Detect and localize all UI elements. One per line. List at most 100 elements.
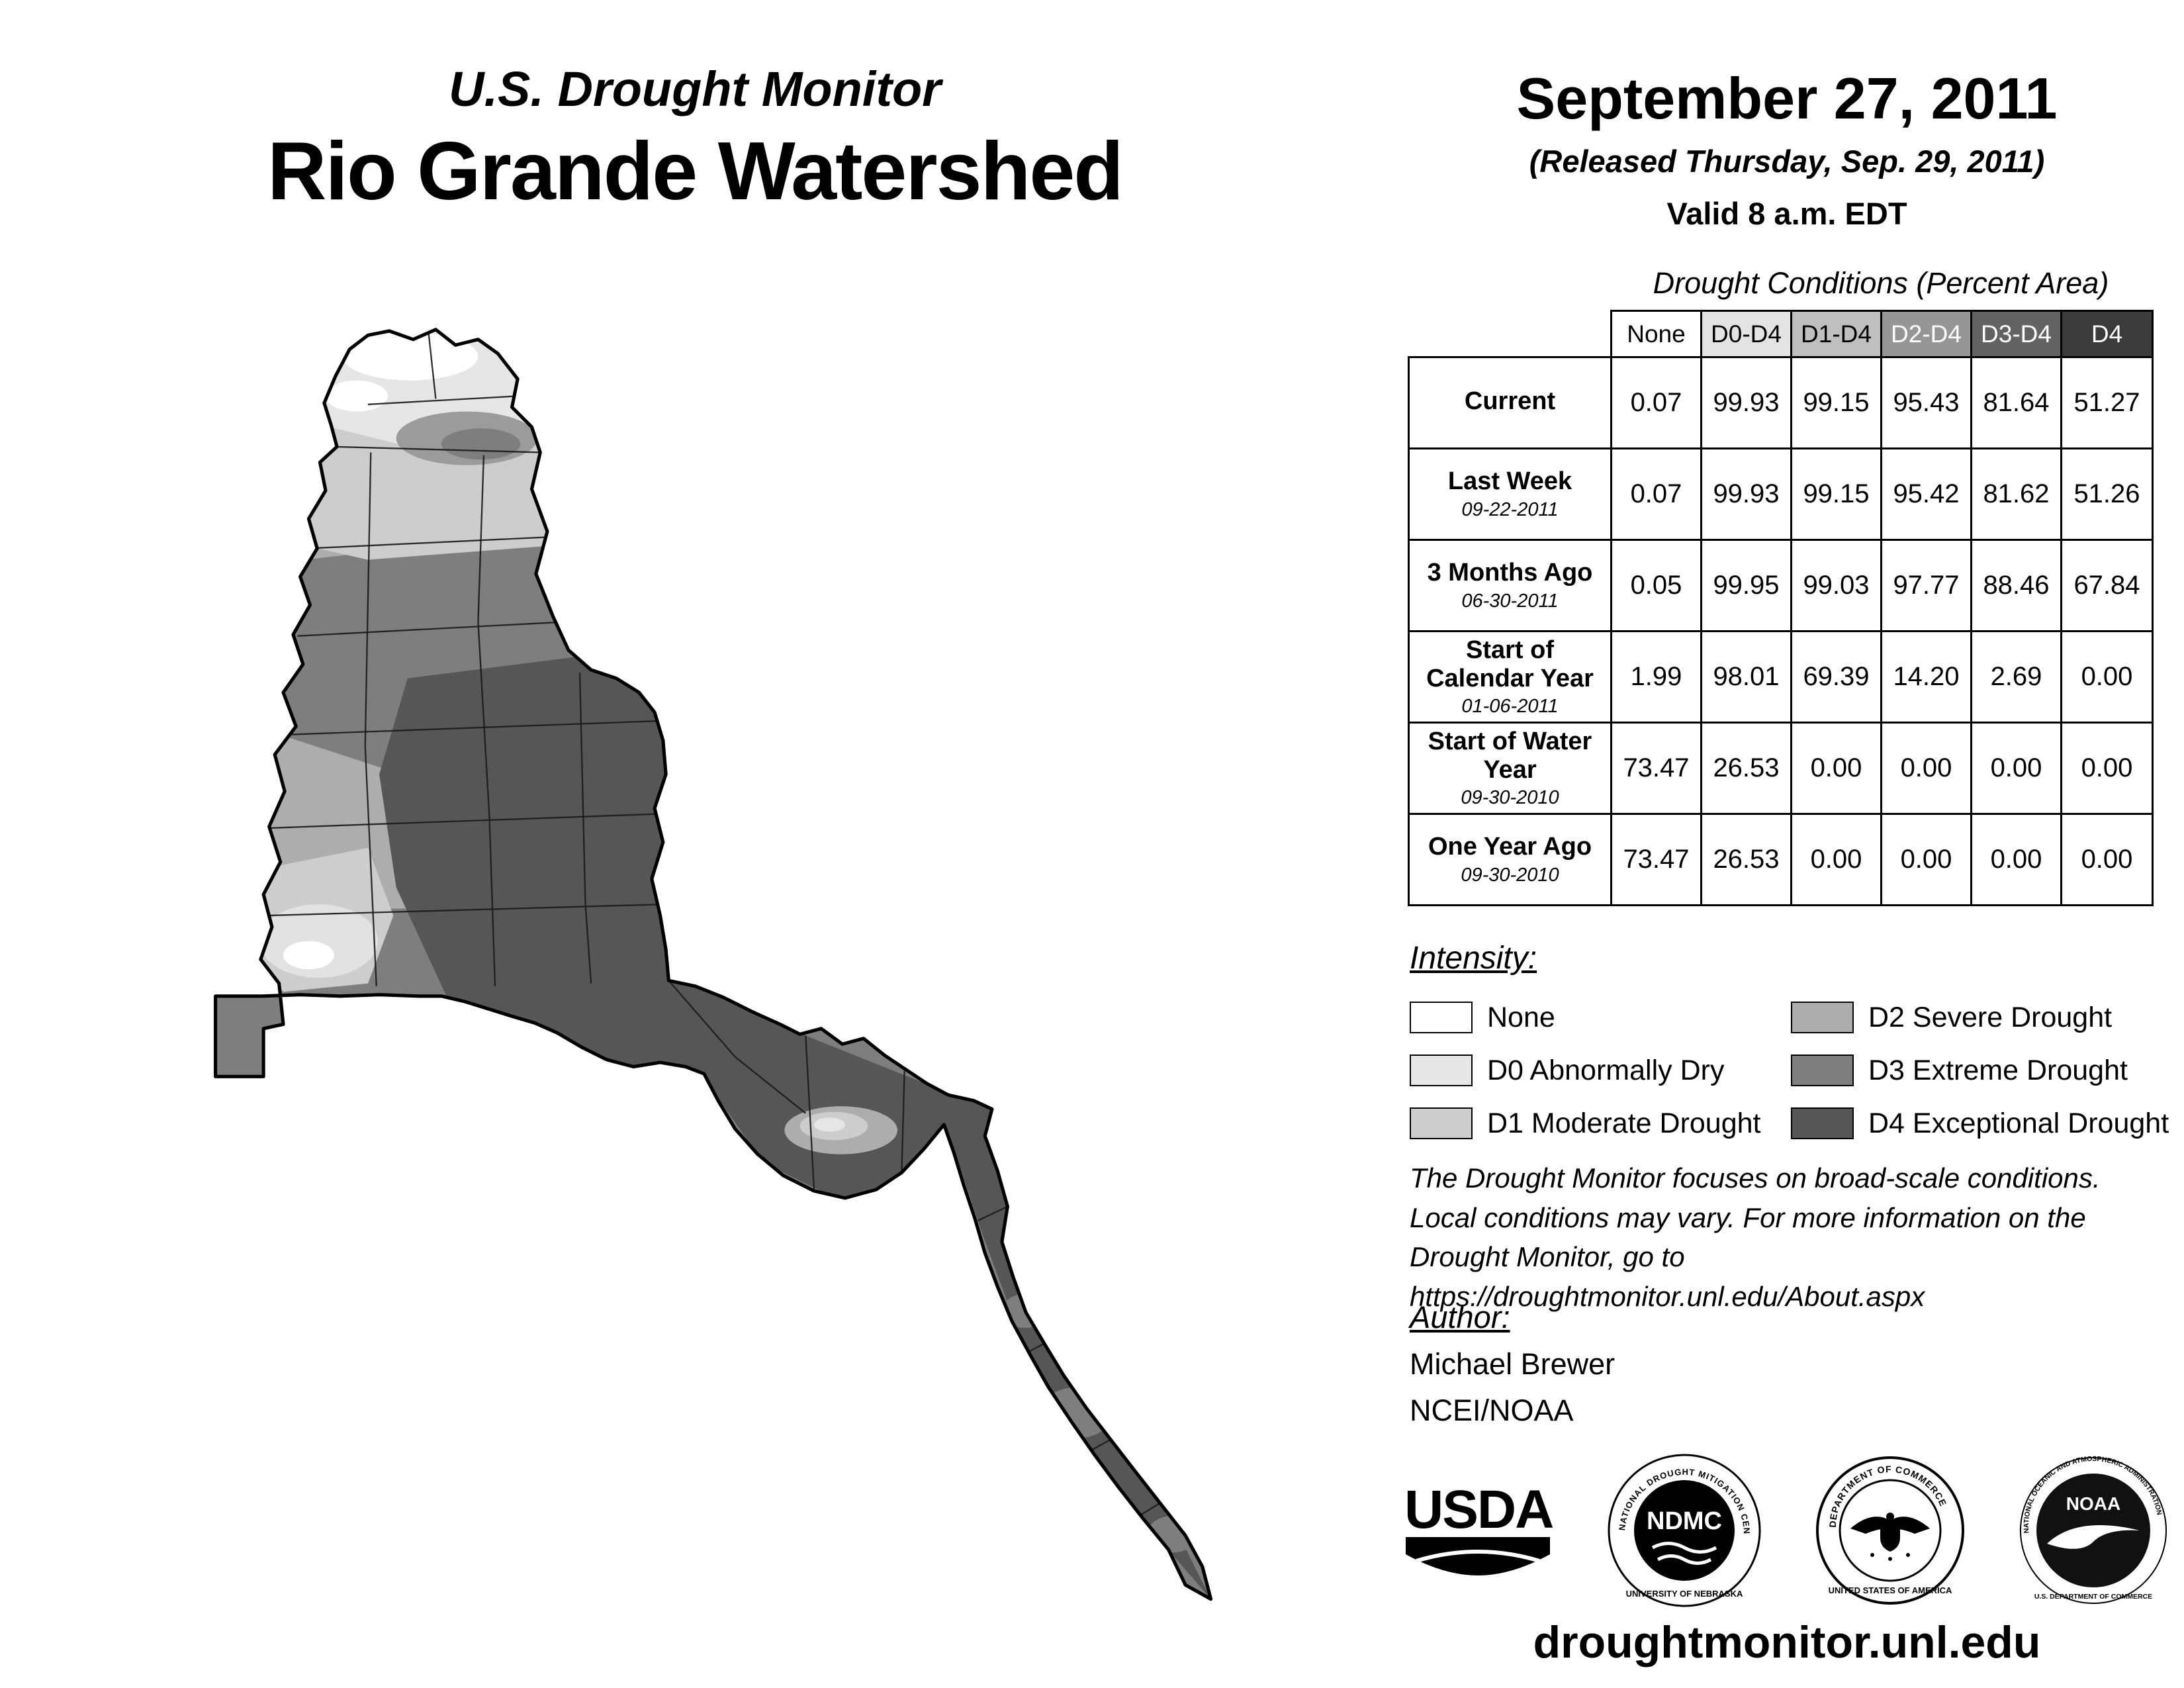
table-cell: 0.00 — [1790, 722, 1882, 815]
legend-swatch-d2 — [1791, 1002, 1854, 1033]
date-block: September 27, 2011 (Released Thursday, S… — [1423, 65, 2151, 232]
legend-swatch-d3 — [1791, 1055, 1854, 1086]
legend-swatch-d1 — [1410, 1107, 1473, 1139]
table-header-row: None D0-D4 D1-D4 D2-D4 D3-D4 D4 — [1408, 310, 2154, 358]
county-boundaries — [265, 334, 1161, 1520]
table-cell: 99.95 — [1700, 539, 1792, 632]
legend-swatch-d0 — [1410, 1055, 1473, 1086]
author-name: Michael Brewer — [1410, 1347, 1615, 1381]
column-header-d0d4: D0-D4 — [1700, 310, 1792, 358]
author-org: NCEI/NOAA — [1410, 1393, 1574, 1427]
row-sublabel: 09-30-2010 — [1461, 864, 1559, 886]
ndmc-ring-bottom: UNIVERSITY OF NEBRASKA — [1625, 1589, 1743, 1599]
table-corner-cell — [1408, 310, 1612, 357]
legend-label: D2 Severe Drought — [1868, 1001, 2113, 1033]
legend-swatch-none — [1410, 1002, 1473, 1033]
table-cell: 88.46 — [1970, 539, 2062, 632]
legend-title: Intensity: — [1410, 941, 1537, 976]
table-cell: 97.77 — [1880, 539, 1972, 632]
legend-label: D0 Abnormally Dry — [1487, 1054, 1725, 1086]
disclaimer-line: The Drought Monitor focuses on broad-sca… — [1410, 1162, 2101, 1194]
table-cell: 98.01 — [1700, 630, 1792, 724]
table-cell: 73.47 — [1610, 813, 1702, 906]
program-title: U.S. Drought Monitor — [449, 62, 941, 117]
table-cell: 26.53 — [1700, 722, 1792, 815]
disclaimer-text: The Drought Monitor focuses on broad-sca… — [1410, 1158, 2184, 1317]
row-label: Start of Calendar Year — [1426, 635, 1594, 692]
disclaimer-line: Local conditions may vary. For more info… — [1410, 1201, 2086, 1233]
disclaimer-line: Drought Monitor, go to https://droughtmo… — [1410, 1241, 1925, 1312]
intensity-legend: Intensity: None D0 Abnormally Dry D1 Mod… — [1410, 940, 2171, 1150]
row-label: Start of Water Year — [1428, 727, 1592, 784]
table-cell: 0.00 — [2060, 813, 2154, 906]
table-cell: 81.62 — [1970, 447, 2062, 541]
table-row-one-year-ago: One Year Ago 09-30-2010 73.47 26.53 0.00… — [1408, 813, 2154, 906]
legend-item-none: None — [1410, 1002, 1791, 1034]
table-cell: 95.42 — [1880, 447, 1972, 541]
table-title: Drought Conditions (Percent Area) — [1653, 266, 2109, 300]
row-sublabel: 09-22-2011 — [1461, 498, 1559, 520]
table-cell: 0.00 — [2060, 630, 2154, 724]
row-label: One Year Ago — [1428, 833, 1592, 861]
table-cell: 67.84 — [2060, 539, 2154, 632]
table-cell: 99.15 — [1790, 447, 1882, 541]
drought-conditions-table: None D0-D4 D1-D4 D2-D4 D3-D4 D4 Current … — [1408, 310, 2154, 906]
table-cell: 0.07 — [1610, 356, 1702, 449]
column-header-d1d4: D1-D4 — [1790, 310, 1882, 358]
legend-item-d0: D0 Abnormally Dry — [1410, 1055, 1791, 1087]
table-cell: 73.47 — [1610, 722, 1702, 815]
row-label: 3 Months Ago — [1427, 559, 1593, 587]
column-header-d2d4: D2-D4 — [1880, 310, 1972, 358]
table-row-3-months-ago: 3 Months Ago 06-30-2011 0.05 99.95 99.03… — [1408, 539, 2154, 632]
noaa-logo: NATIONAL OCEANIC AND ATMOSPHERIC ADMINIS… — [2019, 1455, 2167, 1604]
valid-time: Valid 8 a.m. EDT — [1666, 196, 1907, 231]
watershed-outline — [214, 328, 1213, 1601]
usda-wordmark: USDA — [1404, 1479, 1553, 1540]
table-row-start-water-year: Start of Water Year 09-30-2010 73.47 26.… — [1408, 722, 2154, 815]
table-cell: 2.69 — [1970, 630, 2062, 724]
legend-item-d2: D2 Severe Drought — [1791, 1002, 2171, 1034]
table-cell: 0.05 — [1610, 539, 1702, 632]
table-cell: 81.64 — [1970, 356, 2062, 449]
table-cell: 95.43 — [1880, 356, 1972, 449]
table-row-last-week: Last Week 09-22-2011 0.07 99.93 99.15 95… — [1408, 447, 2154, 541]
drought-shading — [215, 329, 1211, 1599]
legend-item-d4: D4 Exceptional Drought — [1791, 1107, 2171, 1140]
row-sublabel: 01-06-2011 — [1461, 696, 1559, 718]
row-sublabel: 06-30-2011 — [1461, 590, 1559, 612]
legend-label: D1 Moderate Drought — [1487, 1107, 1761, 1139]
table-cell: 0.00 — [1880, 722, 1972, 815]
release-date: (Released Thursday, Sep. 29, 2011) — [1529, 144, 2045, 179]
row-label: Last Week — [1447, 467, 1572, 496]
table-cell: 69.39 — [1790, 630, 1882, 724]
table-cell: 0.00 — [1970, 813, 2062, 906]
table-cell: 99.93 — [1700, 447, 1792, 541]
table-cell: 99.03 — [1790, 539, 1882, 632]
table-cell: 26.53 — [1700, 813, 1792, 906]
table-cell: 99.93 — [1700, 356, 1792, 449]
noaa-ring-bottom: U.S. DEPARTMENT OF COMMERCE — [2034, 1593, 2152, 1601]
commerce-ring-bottom: UNITED STATES OF AMERICA — [1829, 1585, 1952, 1595]
table-row-start-calendar-year: Start of Calendar Year 01-06-2011 1.99 9… — [1408, 630, 2154, 724]
ndmc-wordmark: NDMC — [1647, 1507, 1722, 1535]
commerce-seal: DEPARTMENT OF COMMERCE UNITED STATES OF … — [1816, 1456, 1965, 1605]
author-heading: Author: — [1410, 1299, 1510, 1335]
legend-label: D3 Extreme Drought — [1868, 1054, 2128, 1086]
table-cell: 0.00 — [1970, 722, 2062, 815]
table-cell: 0.00 — [1790, 813, 1882, 906]
column-header-d4: D4 — [2060, 310, 2154, 358]
legend-label: D4 Exceptional Drought — [1868, 1107, 2169, 1139]
column-header-none: None — [1610, 310, 1702, 358]
table-cell: 0.00 — [1880, 813, 1972, 906]
usda-logo: USDA — [1404, 1479, 1554, 1575]
logo-row: USDA NATIONAL DROUGHT MITIGATION CENTER … — [1402, 1451, 2169, 1610]
region-title: Rio Grande Watershed — [267, 126, 1124, 217]
row-sublabel: 09-30-2010 — [1461, 787, 1559, 809]
table-cell: 1.99 — [1610, 630, 1702, 724]
noaa-wordmark: NOAA — [2066, 1493, 2120, 1514]
table-cell: 51.26 — [2060, 447, 2154, 541]
table-row-current: Current 0.07 99.93 99.15 95.43 81.64 51.… — [1408, 356, 2154, 449]
footer-url: droughtmonitor.unl.edu — [1533, 1617, 2041, 1667]
table-cell: 51.27 — [2060, 356, 2154, 449]
column-header-d3d4: D3-D4 — [1970, 310, 2062, 358]
